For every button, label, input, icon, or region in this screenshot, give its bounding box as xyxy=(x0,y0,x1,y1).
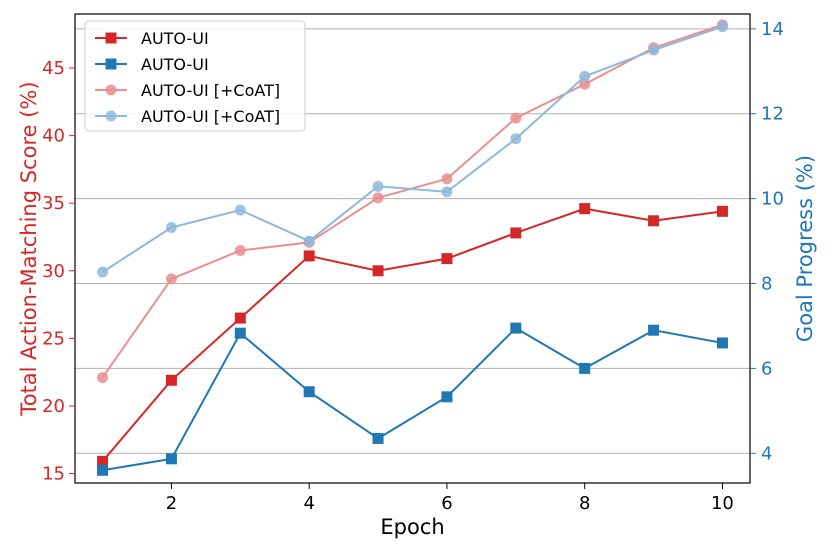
legend: AUTO-UI AUTO-UI AUTO-UI [+CoAT] AUTO-UI [+C… xyxy=(84,20,306,132)
right-y-tick-label: 12 xyxy=(761,104,784,125)
legend-circle-marker xyxy=(105,110,117,122)
series-line xyxy=(101,207,723,463)
square-marker xyxy=(372,432,384,444)
gridlines xyxy=(75,28,750,454)
legend-item: AUTO-UI xyxy=(95,55,209,74)
legend-square-marker xyxy=(105,32,117,44)
right-y-tick-label: 4 xyxy=(761,443,772,464)
square-marker xyxy=(165,453,177,465)
circle-marker xyxy=(234,204,246,216)
left-y-tick-label: 25 xyxy=(42,328,65,349)
legend-label: AUTO-UI [+CoAT] xyxy=(141,107,280,126)
circle-marker xyxy=(648,44,660,56)
square-marker xyxy=(579,362,591,374)
legend-item: AUTO-UI [+CoAT] xyxy=(95,81,280,100)
circle-marker xyxy=(165,221,177,233)
square-marker xyxy=(716,205,728,217)
square-marker xyxy=(648,324,660,336)
square-marker xyxy=(234,312,246,324)
circle-marker xyxy=(97,266,109,278)
square-marker xyxy=(303,250,315,262)
circle-marker xyxy=(510,133,522,145)
square-marker xyxy=(441,391,453,403)
legend-item: AUTO-UI xyxy=(95,29,209,48)
legend-item: AUTO-UI [+CoAT] xyxy=(95,107,280,126)
series-line xyxy=(102,326,723,472)
circle-marker xyxy=(165,273,177,285)
square-marker xyxy=(579,203,591,215)
left-y-tick-label: 40 xyxy=(42,126,65,147)
right-axis-title: Goal Progress (%) xyxy=(793,155,817,342)
left-y-tick-label: 20 xyxy=(42,396,65,417)
right-y-tick-label: 14 xyxy=(761,19,784,40)
legend-label: AUTO-UI xyxy=(141,55,209,74)
circle-marker xyxy=(372,192,384,204)
legend-label: AUTO-UI xyxy=(141,29,209,48)
circle-marker xyxy=(441,186,453,198)
legend-label: AUTO-UI [+CoAT] xyxy=(141,81,280,100)
circle-marker xyxy=(579,78,591,90)
series-layer xyxy=(97,19,728,476)
legend-frame xyxy=(84,20,306,132)
circle-marker xyxy=(97,372,109,384)
series-coat-right xyxy=(97,21,728,278)
square-marker xyxy=(441,253,453,265)
circle-marker xyxy=(303,235,315,247)
square-marker xyxy=(234,327,246,339)
left-y-tick-label: 15 xyxy=(42,464,65,485)
x-tick-label: 4 xyxy=(303,493,314,514)
legend-square-marker xyxy=(105,58,117,70)
square-marker xyxy=(716,337,728,349)
left-axis-title: Total Action-Matching Score (%) xyxy=(17,81,41,416)
left-y-tick-label: 30 xyxy=(42,261,65,282)
circle-marker xyxy=(441,173,453,185)
x-tick-label: 2 xyxy=(166,493,177,514)
circle-marker xyxy=(716,21,728,33)
square-marker xyxy=(510,322,522,334)
right-y-tick-label: 6 xyxy=(761,358,772,379)
plot-frame xyxy=(74,13,751,484)
circle-marker xyxy=(579,70,591,82)
circle-marker xyxy=(234,245,246,257)
series-base-right xyxy=(97,322,728,476)
legend-circle-marker xyxy=(105,84,117,96)
x-tick-label: 6 xyxy=(441,493,452,514)
square-marker xyxy=(648,215,660,227)
x-axis-title: Epoch xyxy=(380,515,444,539)
left-y-tick-label: 35 xyxy=(42,193,65,214)
square-marker xyxy=(165,374,177,386)
square-marker xyxy=(97,464,109,476)
left-y-tick-label: 45 xyxy=(42,58,65,79)
x-tick-label: 8 xyxy=(579,493,590,514)
axes: 2 4 6 8 10 15 20 25 30 35 40 45 4 6 8 10 12 14 xyxy=(42,19,784,514)
square-marker xyxy=(303,386,315,398)
right-y-tick-label: 8 xyxy=(761,274,772,295)
square-marker xyxy=(510,227,522,239)
square-marker xyxy=(97,455,109,467)
circle-marker xyxy=(510,112,522,124)
series-base-left xyxy=(97,203,728,467)
right-y-tick-label: 10 xyxy=(761,189,784,210)
series-line xyxy=(102,25,723,273)
square-marker xyxy=(372,265,384,277)
circle-marker xyxy=(372,180,384,192)
x-tick-label: 10 xyxy=(711,493,734,514)
